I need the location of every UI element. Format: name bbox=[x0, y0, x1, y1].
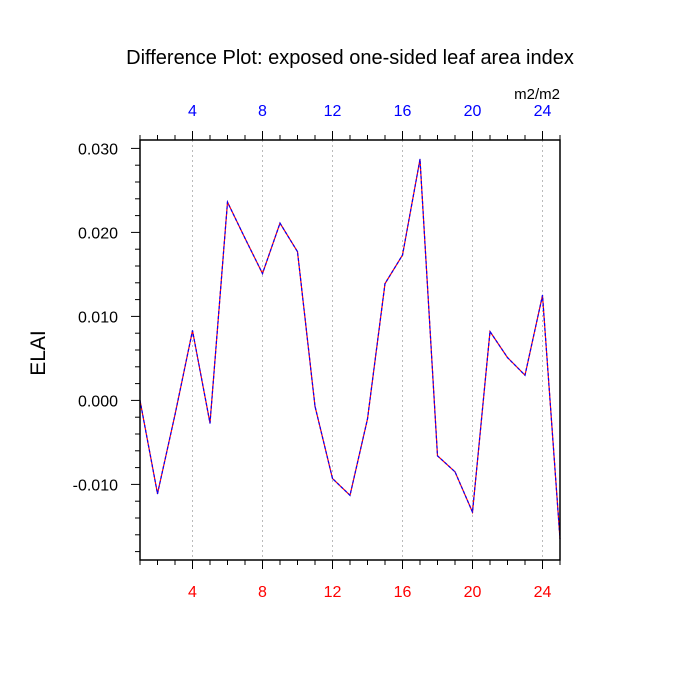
tick-labels: 4 4 8 8 12 12 16 16 20 20 24 24 -0.010 0.000 0.010 0.02… bbox=[73, 103, 552, 601]
data-point bbox=[174, 414, 176, 416]
y-tick-label: 0.010 bbox=[78, 309, 118, 326]
data-point bbox=[279, 222, 281, 224]
y-axis-label: ELAI bbox=[27, 330, 50, 376]
data-point bbox=[156, 493, 159, 495]
data-point bbox=[436, 455, 439, 457]
x-top-tick-label: 12 bbox=[324, 103, 342, 120]
x-top-tick-label: 24 bbox=[534, 103, 552, 120]
x-tick-label: 4 bbox=[188, 584, 197, 601]
y-tick-label: 0.020 bbox=[78, 225, 118, 242]
data-point bbox=[524, 374, 526, 376]
x-top-tick-label: 16 bbox=[394, 103, 412, 120]
y-tick-label: 0.030 bbox=[78, 141, 118, 158]
data-point bbox=[366, 418, 369, 420]
data-point bbox=[349, 494, 351, 496]
y-tick-label: 0.000 bbox=[78, 393, 118, 410]
data-point bbox=[191, 330, 194, 332]
data-point bbox=[261, 272, 264, 275]
data-point bbox=[454, 471, 456, 473]
x-top-tick-label: 8 bbox=[258, 103, 267, 120]
data-point bbox=[296, 251, 299, 253]
y-tick-label: -0.010 bbox=[73, 477, 118, 494]
x-top-tick-label: 20 bbox=[464, 103, 482, 120]
ticks bbox=[131, 131, 561, 569]
data-point bbox=[331, 477, 334, 480]
x-tick-label: 24 bbox=[534, 584, 552, 601]
x-top-tick-label: 4 bbox=[188, 103, 197, 120]
chart-title: Difference Plot: exposed one-sided leaf … bbox=[126, 47, 574, 69]
x-tick-label: 12 bbox=[324, 584, 342, 601]
data-point bbox=[506, 356, 509, 359]
x-tick-label: 16 bbox=[394, 584, 412, 601]
data-point bbox=[314, 405, 316, 407]
units-label: m2/m2 bbox=[514, 86, 560, 103]
x-tick-label: 20 bbox=[464, 584, 482, 601]
data-point bbox=[244, 237, 246, 239]
data-point bbox=[471, 511, 474, 513]
data-point bbox=[384, 283, 386, 285]
data-point bbox=[209, 422, 211, 424]
data-point bbox=[226, 201, 229, 203]
x-tick-label: 8 bbox=[258, 584, 267, 601]
data-point bbox=[489, 330, 491, 333]
data-point bbox=[541, 294, 544, 296]
data-point bbox=[401, 254, 404, 256]
data-point bbox=[419, 158, 421, 160]
series-layer bbox=[139, 158, 561, 540]
grid bbox=[192, 140, 543, 560]
